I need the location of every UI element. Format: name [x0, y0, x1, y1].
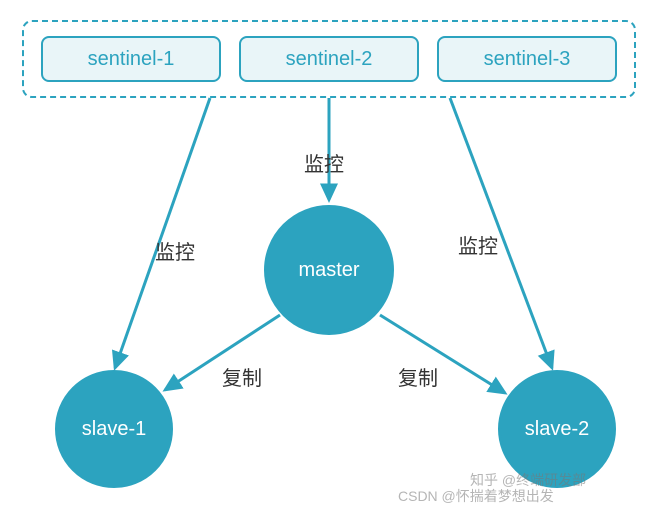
sentinel-label: sentinel-1 [88, 48, 175, 71]
label-monitor-slave1: 监控 [155, 236, 195, 265]
edge-monitor-slave1 [115, 98, 210, 368]
master-node: master [264, 205, 394, 335]
sentinel-node-1: sentinel-1 [41, 36, 221, 82]
label-replicate-slave1: 复制 [222, 362, 262, 391]
sentinel-label: sentinel-3 [484, 48, 571, 71]
watermark-csdn: CSDN @怀揣着梦想出发 [398, 486, 554, 506]
label-monitor-slave2: 监控 [458, 230, 498, 259]
sentinel-node-2: sentinel-2 [239, 36, 419, 82]
sentinel-group: sentinel-1 sentinel-2 sentinel-3 [22, 20, 636, 98]
sentinel-label: sentinel-2 [286, 48, 373, 71]
label-monitor-master: 监控 [304, 148, 344, 177]
sentinel-node-3: sentinel-3 [437, 36, 617, 82]
node-label: master [298, 259, 359, 282]
node-label: slave-2 [525, 418, 589, 441]
slave1-node: slave-1 [55, 370, 173, 488]
label-replicate-slave2: 复制 [398, 362, 438, 391]
node-label: slave-1 [82, 418, 146, 441]
